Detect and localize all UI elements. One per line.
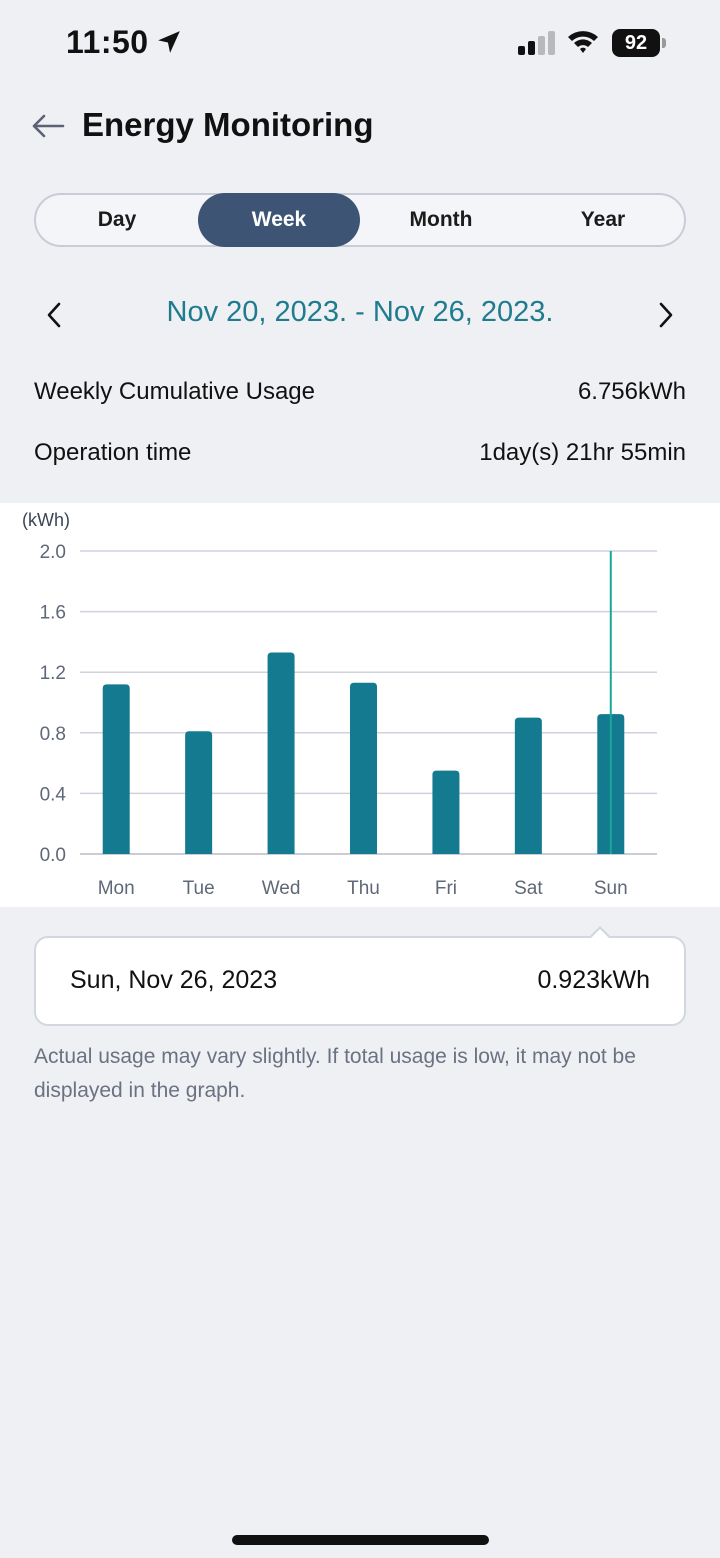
tab-week[interactable]: Week [198, 193, 360, 247]
usage-bar-chart[interactable]: (kWh) 0.0 0.4 0.8 1.2 1.6 2.0 Mon Tue Wed Thu Fri Sa… [0, 503, 720, 907]
tooltip-value: 0.923kWh [537, 966, 650, 994]
y-tick-label: 0.0 [40, 845, 66, 866]
x-tick-label: Tue [183, 878, 215, 899]
usage-disclaimer: Actual usage may vary slightly. If total… [34, 1045, 636, 1102]
x-tick-label: Fri [435, 878, 457, 899]
chevron-left-icon [47, 302, 61, 328]
arrow-left-icon [32, 114, 65, 138]
chart-bar-sat[interactable] [514, 717, 542, 854]
weekly-usage-row: Weekly Cumulative Usage 6.756kWh [34, 378, 686, 406]
previous-period-button[interactable] [36, 296, 72, 334]
home-indicator[interactable] [232, 1535, 489, 1545]
back-button[interactable] [26, 108, 70, 144]
battery-icon: 92 [612, 29, 666, 57]
chevron-right-icon [659, 302, 673, 328]
x-tick-label: Thu [347, 878, 380, 899]
y-tick-label: 1.6 [40, 603, 66, 624]
status-bar: 11:50 92 [0, 0, 720, 90]
tab-year[interactable]: Year [580, 208, 626, 231]
chart-bar-mon[interactable] [102, 684, 130, 854]
tab-month[interactable]: Month [409, 208, 473, 231]
date-range: Nov 20, 2023. - Nov 26, 2023. [166, 296, 554, 328]
chart-bar-thu[interactable] [350, 682, 377, 854]
x-tick-label: Wed [262, 878, 301, 899]
period-tabs: Day Week Month Year [34, 193, 686, 247]
x-tick-label: Sat [514, 878, 543, 899]
usage-chart[interactable]: (kWh) 0.0 0.4 0.8 1.2 1.6 2.0 Mon Tue Wed Thu Fri Sa… [0, 503, 720, 907]
selected-day-tooltip: Sun, Nov 26, 2023 0.923kWh [34, 936, 686, 1026]
operation-time-value: 1day(s) 21hr 55min [479, 439, 686, 466]
x-tick-label: Mon [98, 878, 135, 899]
battery-level: 92 [612, 29, 660, 57]
next-period-button[interactable] [648, 296, 684, 334]
chart-bar-fri[interactable] [432, 770, 460, 854]
y-axis-unit-label: (kWh) [22, 510, 70, 530]
y-tick-label: 1.2 [40, 663, 66, 684]
tooltip-date: Sun, Nov 26, 2023 [70, 966, 278, 994]
tab-day[interactable]: Day [97, 208, 137, 231]
page-title: Energy Monitoring [82, 106, 374, 143]
location-arrow-icon [158, 31, 180, 53]
tooltip-pointer-fill [591, 929, 609, 938]
wifi-icon [568, 31, 598, 53]
chart-bar-tue[interactable] [185, 731, 213, 854]
weekly-usage-label: Weekly Cumulative Usage [34, 378, 316, 405]
operation-time-label: Operation time [34, 439, 192, 466]
weekly-usage-value: 6.756kWh [577, 378, 686, 405]
chart-bar-wed[interactable] [267, 652, 295, 854]
y-tick-label: 0.4 [40, 784, 67, 805]
operation-time-row: Operation time 1day(s) 21hr 55min [34, 439, 686, 467]
y-tick-label: 0.8 [40, 724, 66, 745]
status-time: 11:50 [66, 24, 149, 60]
x-tick-label: Sun [594, 878, 628, 899]
y-tick-label: 2.0 [40, 542, 66, 563]
cellular-signal-icon [518, 31, 555, 55]
